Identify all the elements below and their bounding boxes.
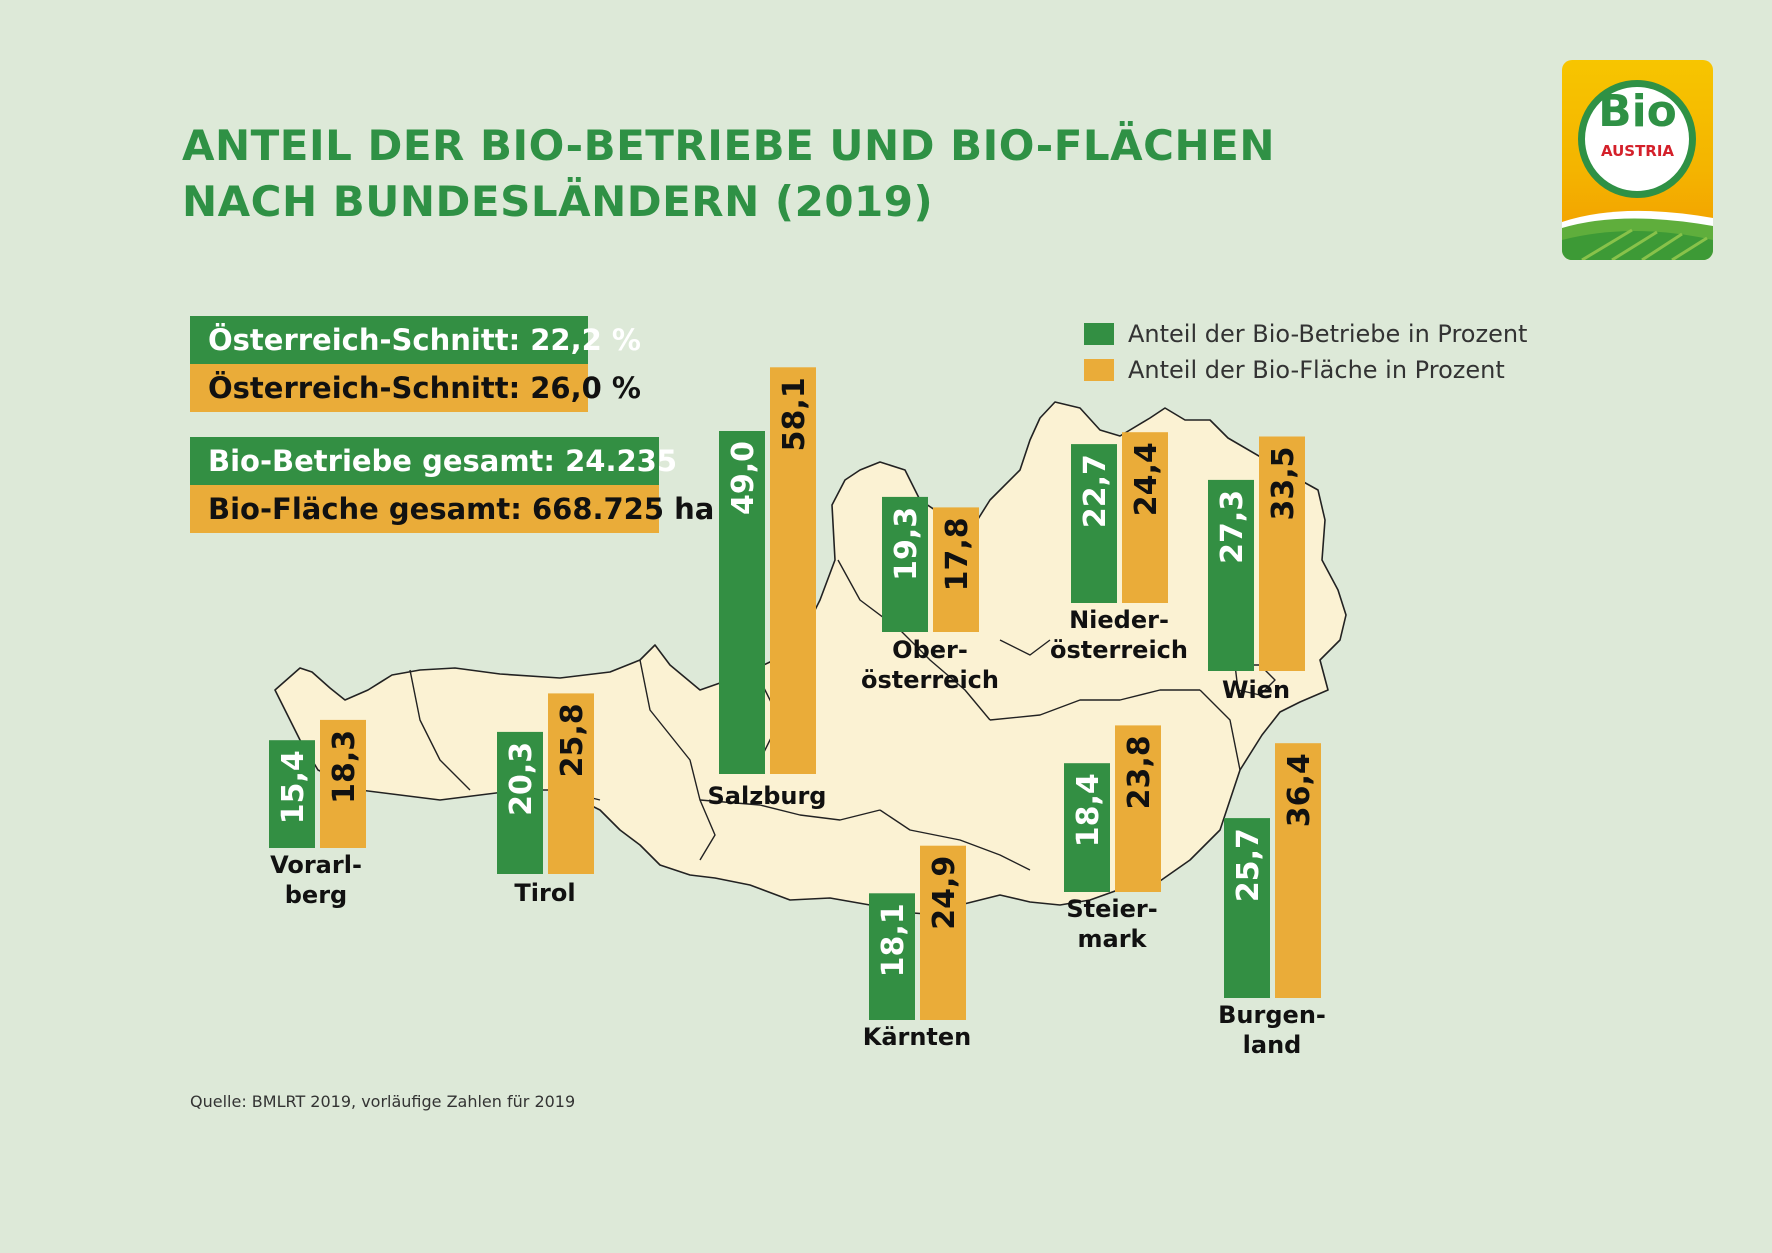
bar-flaeche-2 (770, 367, 816, 774)
value-label-betriebe-7: 18,4 (1071, 773, 1106, 847)
total-betriebe-box: Bio-Betriebe gesamt: 24.235 (190, 437, 677, 485)
bar-betriebe-2 (719, 431, 765, 774)
bar-flaeche-7 (1115, 725, 1161, 892)
logo-ring (1578, 80, 1696, 198)
value-label-betriebe-3: 19,3 (889, 507, 924, 581)
title-line-1: ANTEIL DER BIO-BETRIEBE UND BIO-FLÄCHEN (182, 121, 1275, 170)
value-label-betriebe-1: 20,3 (504, 742, 539, 816)
region-label-5-1: österreich (1050, 636, 1188, 664)
region-label-7-1: mark (1078, 925, 1148, 953)
state-border-4 (989, 689, 1200, 721)
region-label-3-0: Ober- (892, 636, 968, 664)
region-label-6-0: Wien (1222, 676, 1290, 704)
value-label-flaeche-2: 58,1 (777, 377, 812, 451)
source-note: Quelle: BMLRT 2019, vorläufige Zahlen fü… (190, 1092, 576, 1111)
bar-betriebe-4 (869, 893, 915, 1020)
value-label-betriebe-6: 27,3 (1215, 490, 1250, 564)
legend-label-betriebe: Anteil der Bio-Betriebe in Prozent (1128, 320, 1528, 348)
bar-betriebe-0 (269, 740, 315, 848)
value-label-flaeche-1: 25,8 (555, 703, 590, 777)
value-label-flaeche-3: 17,8 (940, 517, 975, 591)
value-label-flaeche-0: 18,3 (327, 730, 362, 804)
chart-title: ANTEIL DER BIO-BETRIEBE UND BIO-FLÄCHEN … (182, 118, 1275, 230)
state-border-3 (837, 559, 991, 721)
bar-flaeche-0 (320, 719, 366, 848)
value-label-flaeche-6: 33,5 (1266, 447, 1301, 521)
total-flaeche-box: Bio-Fläche gesamt: 668.725 ha (190, 485, 714, 533)
bar-betriebe-8 (1224, 818, 1270, 998)
region-label-2-0: Salzburg (708, 782, 827, 810)
region-label-0-1: berg (285, 881, 347, 909)
region-label-8-0: Burgen- (1218, 1001, 1326, 1029)
value-label-betriebe-5: 22,7 (1078, 454, 1113, 528)
bio-austria-logo: Bio AUSTRIA (1562, 60, 1713, 260)
legend-swatch-green (1084, 323, 1114, 345)
state-border-2 (699, 799, 881, 821)
bar-betriebe-6 (1208, 479, 1254, 671)
logo-word: Bio (1598, 86, 1677, 137)
region-label-4-0: Kärnten (863, 1023, 972, 1051)
title-line-2: NACH BUNDESLÄNDERN (2019) (182, 177, 934, 226)
value-label-flaeche-4: 24,9 (927, 856, 962, 930)
value-label-betriebe-4: 18,1 (876, 903, 911, 977)
region-label-7-0: Steier- (1066, 895, 1157, 923)
bar-betriebe-7 (1064, 763, 1110, 892)
value-label-flaeche-5: 24,4 (1129, 442, 1164, 516)
region-label-8-1: land (1243, 1031, 1302, 1059)
average-betriebe-box: Österreich-Schnitt: 22,2 % (190, 316, 641, 364)
bar-flaeche-3 (933, 507, 979, 632)
average-flaeche-box: Österreich-Schnitt: 26,0 % (190, 364, 641, 412)
value-label-flaeche-7: 23,8 (1122, 735, 1157, 809)
legend-item-flaeche: Anteil der Bio-Fläche in Prozent (1084, 352, 1527, 388)
legend-item-betriebe: Anteil der Bio-Betriebe in Prozent (1084, 316, 1527, 352)
bar-flaeche-4 (920, 845, 966, 1020)
state-border-0 (409, 669, 471, 791)
region-label-0-0: Vorarl- (270, 851, 362, 879)
state-border-6 (879, 809, 1031, 871)
bar-flaeche-5 (1122, 432, 1168, 603)
value-label-betriebe-0: 15,4 (276, 750, 311, 824)
state-border-5 (1199, 689, 1241, 771)
bar-flaeche-1 (548, 693, 594, 874)
value-label-betriebe-8: 25,7 (1231, 828, 1266, 902)
bars-layer: 15,4 18,3 Vorarl-berg 20,3 25,8 Tirol 49,0 58,1… (269, 367, 1326, 1059)
legend: Anteil der Bio-Betriebe in Prozent Antei… (1084, 316, 1527, 388)
bar-flaeche-6 (1259, 436, 1305, 671)
region-label-5-0: Nieder- (1069, 606, 1169, 634)
legend-label-flaeche: Anteil der Bio-Fläche in Prozent (1128, 356, 1505, 384)
bar-betriebe-1 (497, 731, 543, 874)
region-label-3-1: österreich (861, 666, 999, 694)
value-label-flaeche-8: 36,4 (1282, 753, 1317, 827)
state-border-8 (1234, 664, 1276, 696)
bar-betriebe-5 (1071, 444, 1117, 603)
bar-flaeche-8 (1275, 743, 1321, 998)
logo-field-icon (1562, 210, 1713, 260)
bar-betriebe-3 (882, 496, 928, 632)
region-label-1-0: Tirol (514, 879, 575, 907)
state-border-1 (639, 659, 716, 861)
state-border-7 (999, 639, 1051, 656)
logo-sub: AUSTRIA (1600, 142, 1675, 160)
legend-swatch-orange (1084, 359, 1114, 381)
value-label-betriebe-2: 49,0 (726, 441, 761, 515)
